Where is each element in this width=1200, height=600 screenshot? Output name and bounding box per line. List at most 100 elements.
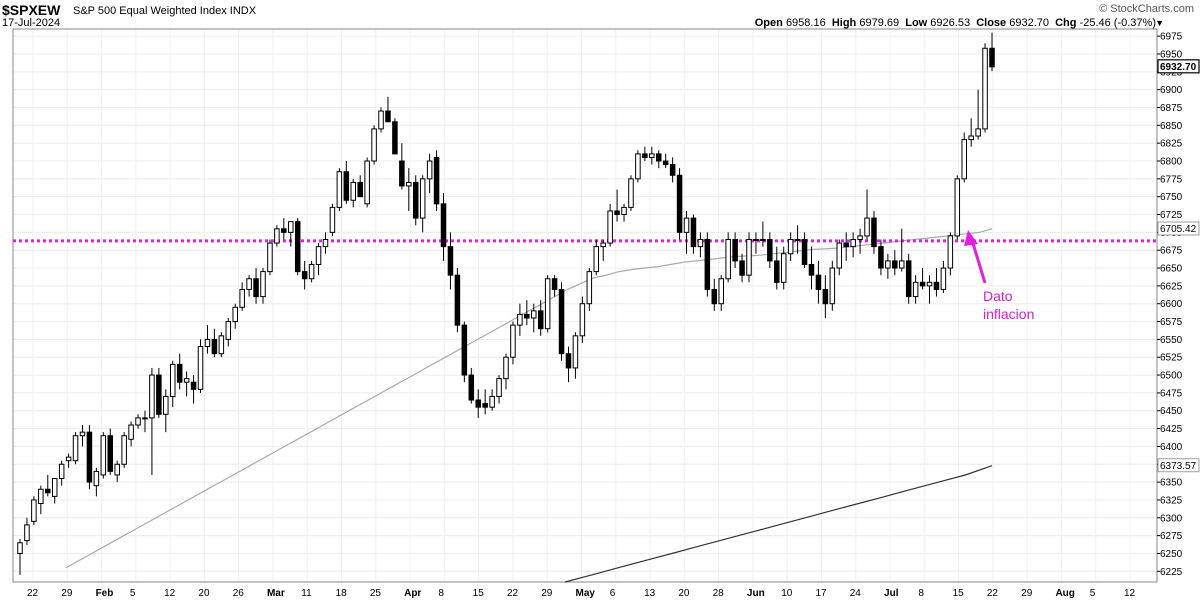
x-tick-label: 12 [1124, 588, 1136, 599]
candle-body [892, 260, 898, 269]
y-tick-label: 6225 [1160, 567, 1183, 578]
x-tick-label: 29 [541, 588, 553, 599]
x-tick-label: Aug [1055, 588, 1074, 599]
x-tick-label: 5 [130, 588, 136, 599]
y-tick-label: 6250 [1160, 549, 1183, 560]
candle-body [378, 110, 384, 130]
y-tick-label: 6800 [1160, 157, 1183, 168]
candle-body [690, 217, 697, 248]
price-tag-box [1157, 458, 1200, 473]
y-tick-label: 6400 [1160, 442, 1183, 453]
y-tick-label: 6475 [1160, 388, 1183, 399]
high-value: 6979.69 [859, 17, 900, 29]
close-label: Close [976, 17, 1007, 29]
exchange-label: INDX [229, 5, 257, 17]
candle-body [58, 463, 65, 480]
candle-body [621, 206, 627, 216]
candle-body [121, 435, 127, 465]
candle-body [149, 374, 155, 419]
candle-body [947, 235, 954, 269]
y-tick-label: 6975 [1160, 32, 1183, 43]
symbol-description: S&P 500 Equal Weighted Index INDX [73, 5, 256, 17]
candle-body [169, 363, 176, 397]
x-tick-label: 29 [61, 588, 73, 599]
x-tick-label: Mar [267, 588, 285, 599]
candle-body [343, 171, 350, 201]
y-tick-label: 6675 [1160, 246, 1183, 257]
chg-value: -25.46 (-0.37%) [1079, 17, 1156, 29]
candle-body [878, 246, 884, 269]
y-tick-label: 6650 [1160, 264, 1183, 275]
annotation-arrow-line [970, 239, 987, 284]
candle-body [322, 238, 329, 248]
candle-body [843, 242, 849, 248]
y-tick-label: 6600 [1160, 299, 1183, 310]
x-tick-label: 28 [713, 588, 725, 599]
y-tick-label: 6575 [1160, 317, 1183, 328]
candle-body [225, 321, 232, 340]
candle-body [315, 246, 322, 265]
candle-body [329, 206, 336, 233]
price-tag-box [1157, 59, 1200, 74]
x-tick-label: 22 [27, 588, 39, 599]
x-tick-label: 17 [815, 588, 827, 599]
ohlc-summary: Open 6958.16 High 6979.69 Low 6926.53 Cl… [755, 17, 1156, 29]
y-tick-label: 6850 [1160, 121, 1183, 132]
grid [13, 29, 1157, 582]
plot-frame [12, 28, 1158, 583]
candle-body [468, 374, 475, 401]
chart-date: 17-Jul-2024 [2, 17, 61, 29]
candle-body [308, 263, 315, 280]
triangle-down-icon[interactable]: ▼ [1155, 18, 1164, 28]
candle-body [531, 310, 537, 319]
annotation-line-2: inflacion [983, 306, 1034, 322]
candle-body [426, 160, 433, 180]
candle-body [190, 381, 197, 390]
candle-body [357, 181, 363, 198]
candle-body [537, 310, 544, 330]
y-tick-label: 6550 [1160, 335, 1183, 346]
x-tick-label: 20 [198, 588, 210, 599]
candle-body [780, 253, 787, 283]
x-tick-label: 11 [301, 588, 312, 599]
candle-body [246, 278, 252, 290]
annotation: Dato inflacion [964, 230, 1034, 322]
candle-body [586, 271, 593, 305]
candle-body [607, 210, 613, 244]
high-label: High [831, 17, 857, 29]
y-axis: 6225625062756300632563506375640064256450… [1157, 32, 1183, 578]
candle-body [503, 356, 509, 380]
candle-body [72, 435, 79, 462]
candle-body [822, 288, 829, 305]
candle-body [794, 238, 801, 241]
candle-body [926, 281, 933, 287]
candle-body [385, 110, 391, 123]
candle-body [93, 470, 100, 487]
candle-body [135, 417, 141, 426]
price-tag-box [1157, 221, 1200, 236]
candle-body [142, 417, 148, 420]
annotation-line-1: Dato [983, 288, 1013, 304]
candle-body [65, 456, 72, 462]
candle-body [232, 306, 238, 323]
candle-body [260, 271, 266, 298]
y-tick-label: 6525 [1160, 353, 1183, 364]
candle-body [114, 463, 120, 476]
candle-body [649, 153, 655, 158]
low-value: 6926.53 [930, 17, 971, 29]
x-tick-label: 12 [164, 588, 176, 599]
y-tick-label: 6450 [1160, 406, 1183, 417]
x-tick-label: 6 [610, 588, 616, 599]
candle-body [940, 267, 947, 290]
symbol-title: $SPXEW [2, 2, 61, 18]
candle-body [697, 238, 704, 248]
candle-body [655, 153, 662, 162]
candle-body [808, 263, 815, 276]
candle-body [905, 260, 912, 298]
candle-body [51, 478, 58, 497]
price-tag-label: 6373.57 [1160, 461, 1197, 472]
candle-body [954, 178, 961, 237]
x-tick-label: 22 [987, 588, 999, 599]
candle-body [760, 238, 766, 241]
